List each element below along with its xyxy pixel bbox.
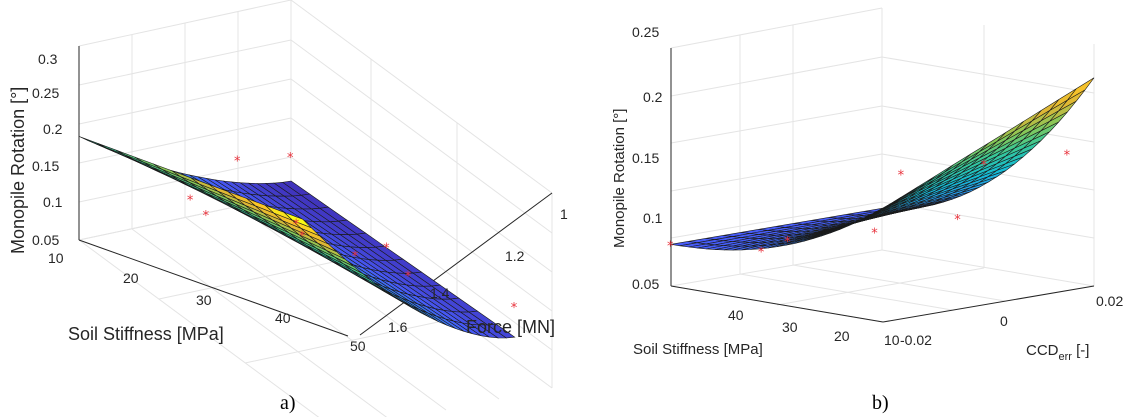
panel-a-ztick: 0.1	[43, 194, 63, 210]
panel-b-zticks: 0.25 0.2 0.15 0.1 0.05	[632, 24, 663, 292]
panel-a-xtick: 10	[48, 250, 64, 266]
panel-a-ytick: 1	[560, 206, 568, 222]
panel-b-data-marker: *	[1064, 149, 1071, 164]
panel-b-yticks: -0.02 0 0.02	[900, 293, 1123, 348]
panel-b-ytick: -0.02	[900, 332, 932, 348]
panel-b-ytick: 0	[1000, 313, 1008, 329]
panel-b-gridlines	[670, 7, 1095, 323]
panel-b-data-marker: *	[667, 239, 674, 254]
panel-b-ztick: 0.25	[632, 24, 659, 40]
panel-b-surface-patch	[1067, 77, 1095, 101]
panel-a-data-marker: *	[511, 301, 518, 316]
panel-b-ylabel-unit: [-]	[1072, 342, 1090, 359]
panel-a-caption: a)	[280, 392, 296, 414]
panel-a-zlabel: Monopile Rotation [°]	[8, 87, 28, 254]
panel-b-data-marker: *	[784, 235, 791, 250]
panel-a-ytick: 1.6	[388, 319, 408, 335]
panel-a-ylabel: Force [MN]	[466, 317, 555, 337]
panel-a-xticks: 10 20 30 40 50	[48, 250, 366, 354]
panel-a-markers: **********	[187, 151, 518, 316]
panel-b-data-marker: *	[981, 159, 988, 174]
panel-a-xlabel: Soil Stiffness [MPa]	[68, 324, 224, 344]
panel-a-data-marker: *	[287, 151, 294, 166]
panel-b-ytick: 0.02	[1096, 293, 1123, 309]
panel-b-ztick: 0.05	[632, 276, 659, 292]
panel-b-xtick: 30	[782, 319, 798, 335]
panel-b-xticks: 40 30 20 10	[728, 307, 900, 348]
panel-a-ztick: 0.05	[32, 232, 59, 248]
panel-a-data-marker: *	[352, 250, 359, 265]
panel-a-data-marker: *	[383, 242, 390, 257]
panel-a-surface-patch	[97, 143, 125, 156]
panel-a-xtick: 30	[196, 292, 212, 308]
panel-b-ztick: 0.1	[643, 210, 663, 226]
panel-b-axes	[670, 48, 1095, 323]
panel-a-zticks: 0.3 0.25 0.2 0.15 0.1 0.05	[32, 51, 63, 248]
panel-a-data-marker: *	[405, 269, 412, 284]
panel-a-ztick: 0.3	[38, 51, 58, 67]
panel-a: ********** 0.3 0.25 0.2 0.15 0.1 0.05 Mo…	[8, 0, 568, 417]
panel-a-yticks: 1 1.2 1.4 1.6	[388, 206, 568, 335]
panel-b: * * * * * * * * 0.25 0.2 0.15 0.1 0.05 Monopile…	[611, 7, 1123, 414]
panel-a-gridlines	[78, 0, 553, 417]
panel-b-xtick: 40	[728, 307, 744, 323]
panel-b-markers: * * * * * * * *	[667, 149, 1071, 261]
panel-a-surface	[78, 136, 516, 339]
panel-a-data-marker: *	[187, 194, 194, 209]
panel-a-xtick: 20	[123, 270, 139, 286]
panel-a-xtick: 50	[350, 338, 366, 354]
panel-b-xlabel: Soil Stiffness [MPa]	[633, 341, 763, 358]
panel-b-surface	[670, 77, 1095, 251]
panel-b-zlabel: Monopile Rotation [°]	[611, 109, 628, 248]
panel-b-data-marker: *	[898, 168, 905, 183]
panel-b-ztick: 0.15	[632, 150, 659, 166]
panel-a-surface-patch	[78, 136, 107, 148]
panel-b-xtick: 20	[834, 328, 850, 344]
panel-b-ztick: 0.2	[643, 89, 663, 105]
panel-b-ylabel: CCDerr [-]	[1026, 342, 1089, 363]
panel-a-ztick: 0.2	[43, 121, 63, 137]
panel-a-axes	[78, 46, 553, 337]
panel-a-data-marker: *	[203, 209, 210, 224]
panel-b-xtick: 10	[884, 332, 900, 348]
panel-a-ztick: 0.15	[32, 158, 59, 174]
panel-a-data-marker: *	[234, 155, 241, 170]
panel-b-ylabel-sub: err	[1059, 351, 1073, 363]
panel-b-data-marker: *	[954, 213, 961, 228]
panel-a-surface-patch	[134, 156, 163, 170]
panel-b-data-marker: *	[871, 226, 878, 241]
panel-a-surface-patch	[283, 212, 312, 228]
panel-a-ztick: 0.25	[32, 85, 59, 101]
panel-a-ytick: 1.2	[505, 248, 525, 264]
panel-a-xtick: 40	[275, 310, 291, 326]
panel-b-data-marker: *	[758, 245, 765, 260]
panel-a-data-marker: *	[299, 230, 306, 245]
panel-a-ytick: 1.4	[430, 285, 450, 301]
panel-b-caption: b)	[872, 392, 889, 414]
panel-b-ylabel-main: CCD	[1026, 342, 1059, 359]
panel-a-data-marker: *	[293, 218, 300, 233]
